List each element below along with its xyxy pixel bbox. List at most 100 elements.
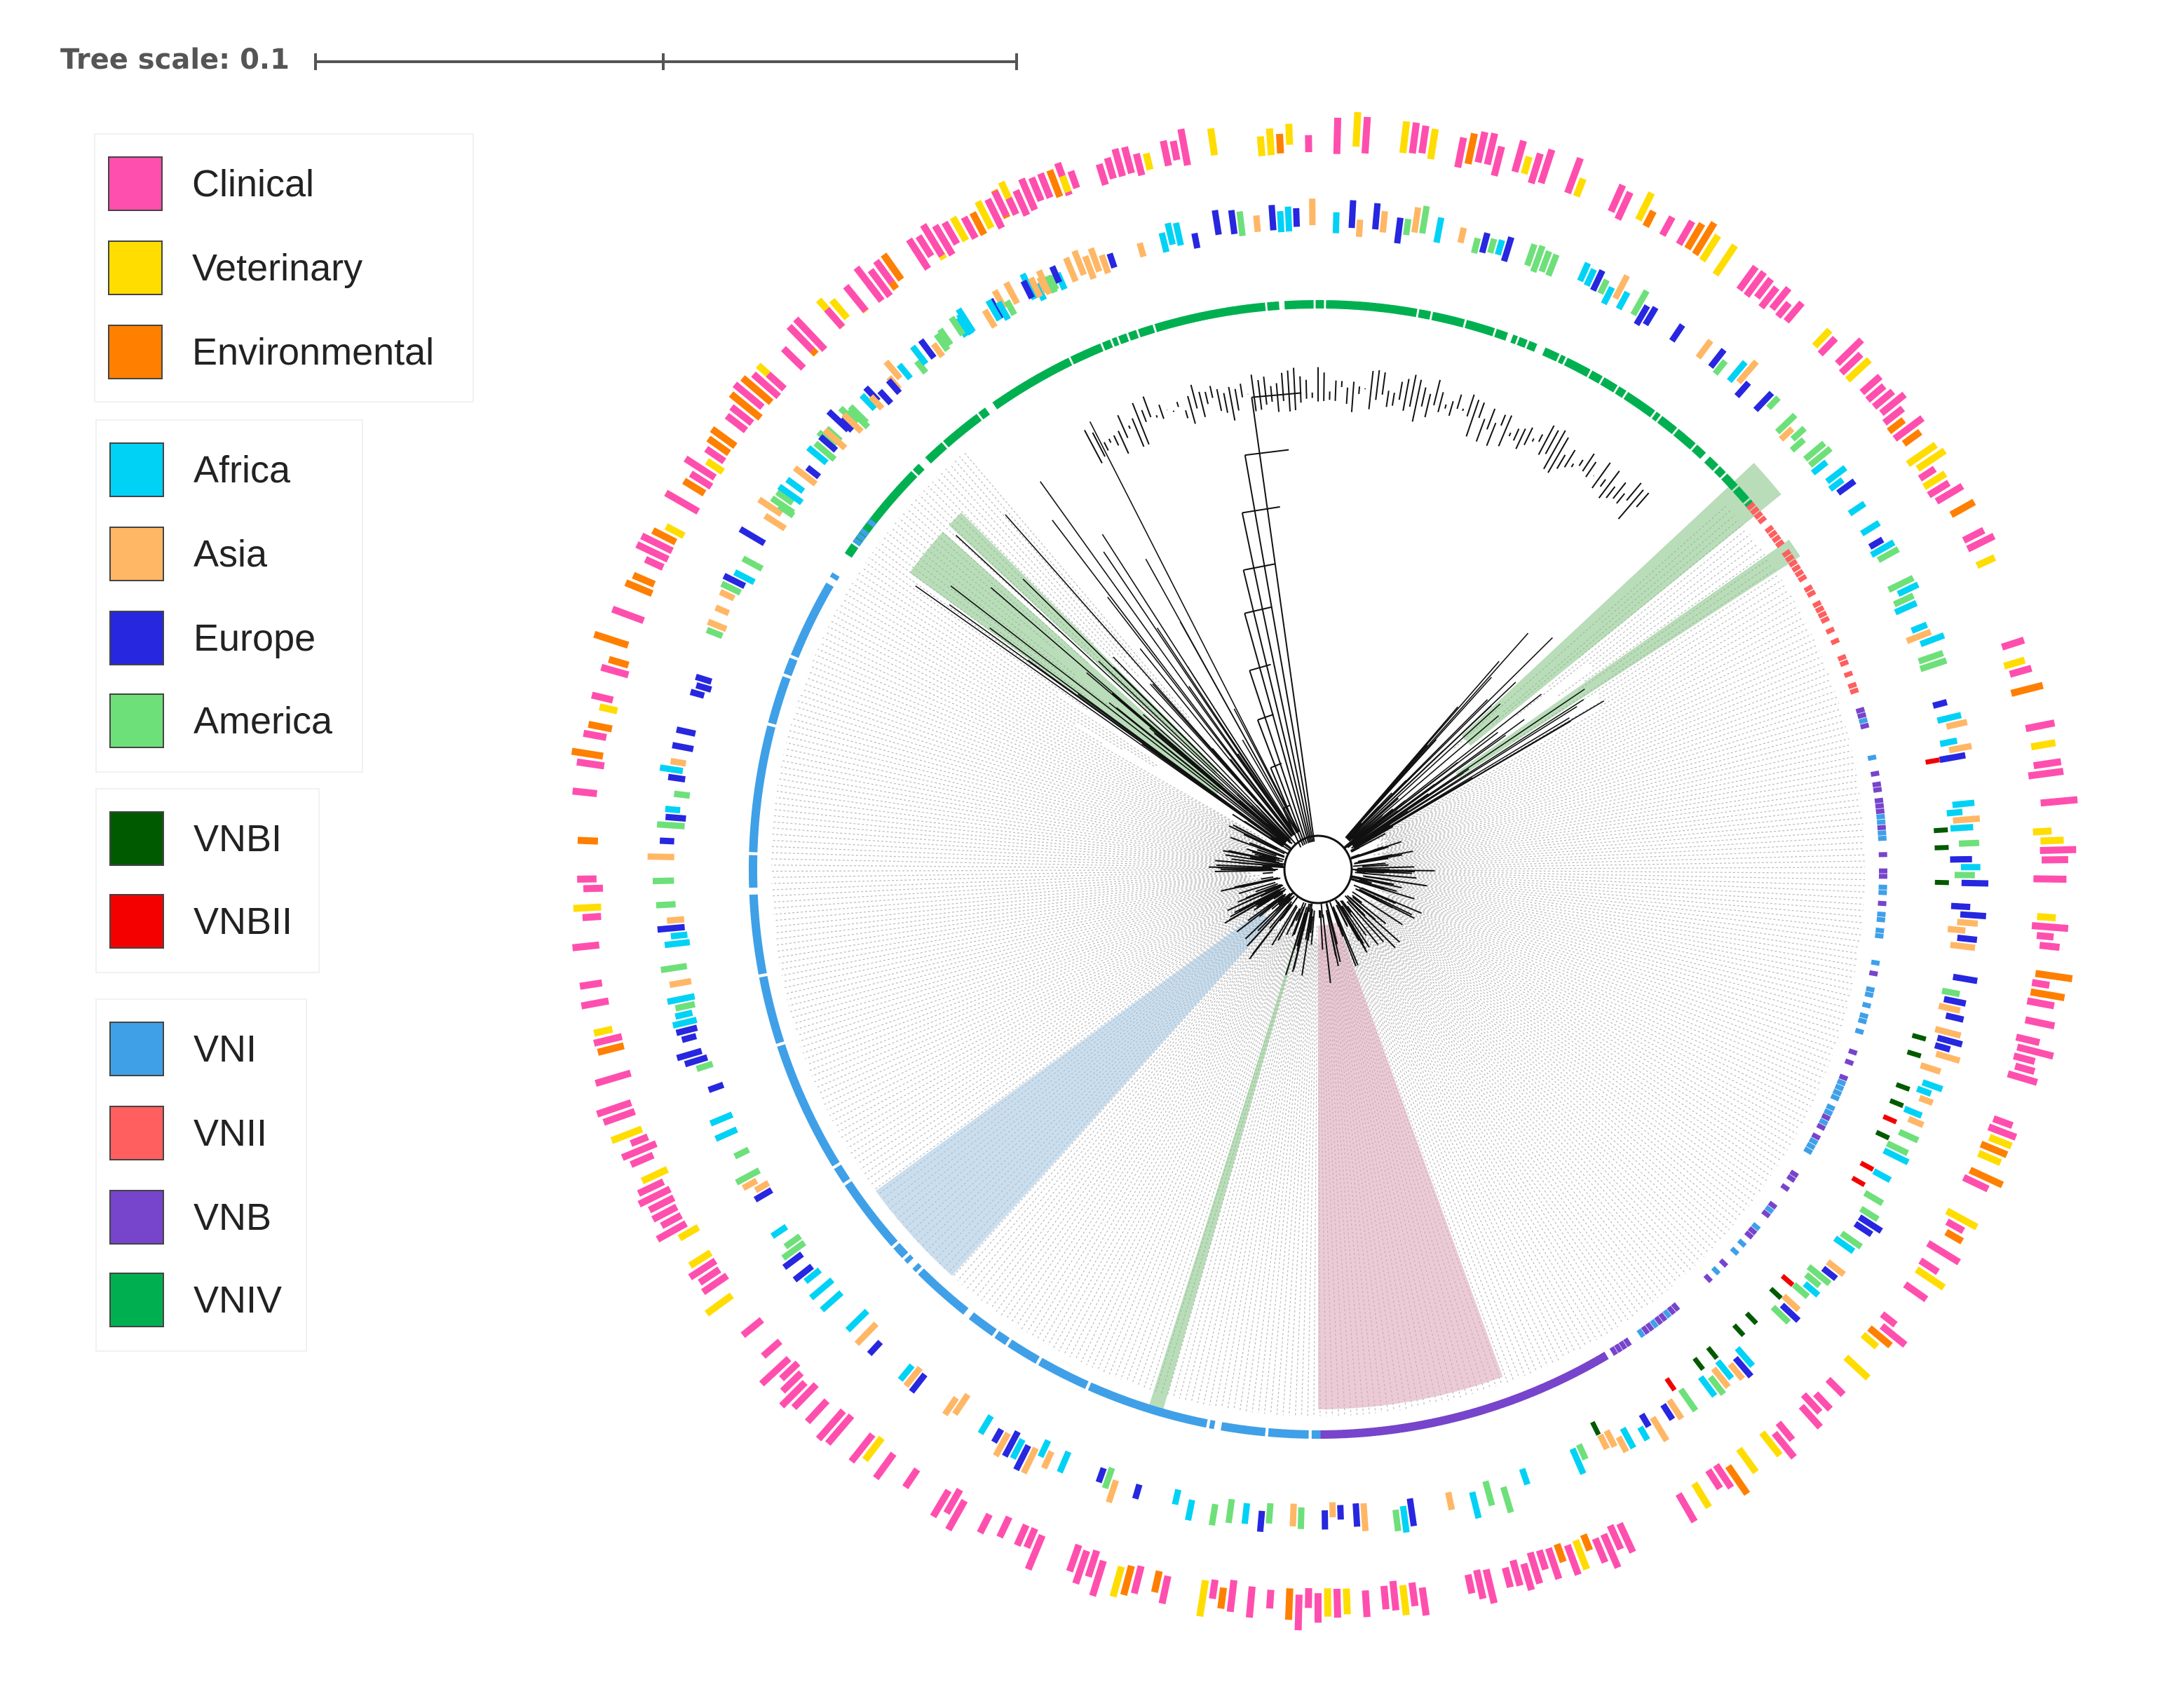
tree-branch	[1636, 492, 1650, 508]
tree-branch	[1475, 419, 1486, 442]
ring-vni-mark	[824, 1147, 834, 1157]
ring-vni-mark	[768, 1014, 778, 1022]
ring-vni-mark	[950, 1297, 960, 1308]
ring-vniv-mark	[1643, 405, 1652, 416]
ring-continent-mark	[664, 939, 691, 949]
ring-vni-mark	[762, 991, 772, 998]
tree-branch	[1268, 894, 1286, 908]
leaf-guide	[832, 903, 1252, 1122]
ring-vni-mark	[1048, 1363, 1057, 1374]
ring-vni-mark	[759, 980, 770, 987]
ring-vni-mark	[1174, 1411, 1181, 1422]
ring-source-mark	[1132, 153, 1146, 177]
ring-vniv-mark	[1111, 337, 1120, 347]
ring-vni-mark	[1077, 1377, 1085, 1388]
clade-highlight-vnb	[1318, 922, 1503, 1409]
ring-continent-mark	[1583, 268, 1597, 287]
ring-continent-mark	[1826, 1259, 1846, 1277]
ring-continent-mark	[647, 853, 674, 860]
leaf-guide	[1179, 937, 1301, 1399]
ring-vniv-mark	[884, 496, 895, 506]
leaf-guide	[1374, 774, 1857, 860]
ring-vnb-mark	[1428, 1418, 1435, 1428]
ring-vniv-mark	[1270, 301, 1277, 311]
leaf-guide	[1251, 926, 1312, 1413]
ring-source-mark	[1783, 300, 1805, 324]
ring-vniv-mark	[1195, 312, 1202, 322]
ring-vniv-mark	[1431, 311, 1438, 321]
ring-source-mark	[1121, 146, 1135, 175]
ring-vniv-mark	[1076, 351, 1085, 362]
ring-continent-mark	[847, 407, 871, 430]
ring-continent-mark	[684, 1054, 709, 1068]
ring-continent-mark	[670, 931, 688, 940]
ring-vniv-mark	[915, 463, 925, 473]
ring-source-mark	[1713, 1463, 1735, 1490]
leaf-guide	[883, 537, 1057, 670]
tree-branch	[1188, 686, 1295, 836]
ring-source-mark	[1418, 125, 1430, 154]
ring-continent-mark	[1013, 1444, 1031, 1472]
ring-vnb-mark	[1572, 1367, 1581, 1377]
leaf-guide	[1375, 880, 1854, 979]
ring-source-mark	[751, 371, 781, 400]
ring-continent-mark	[991, 1428, 1005, 1444]
ring-continent-mark	[1071, 250, 1087, 276]
ring-vniv-mark	[1394, 305, 1401, 315]
ring-vni-mark	[767, 1010, 777, 1017]
ring-source-mark	[1860, 1331, 1880, 1350]
leaf-guide	[780, 879, 1260, 970]
ring-vnb-mark	[1811, 1132, 1821, 1141]
ring-vniv-mark	[1226, 306, 1232, 316]
tree-branch	[1359, 879, 1372, 884]
leaf-guide	[1378, 738, 1850, 855]
tree-branch	[1244, 892, 1294, 940]
ring-continent-mark	[1735, 1346, 1756, 1368]
ring-continent-mark	[1707, 1375, 1726, 1396]
ring-source-mark	[664, 523, 686, 539]
tree-branch	[1052, 520, 1294, 836]
tree-branch	[1249, 849, 1284, 861]
ring-vnb-mark	[1819, 1118, 1828, 1127]
ring-vnb-mark	[1847, 1048, 1858, 1056]
ring-vniv-mark	[1073, 353, 1082, 363]
tree-branch	[1269, 901, 1293, 929]
ring-source-mark	[1265, 128, 1275, 156]
ring-vni-mark	[770, 1022, 780, 1029]
ring-continent-mark	[942, 1396, 959, 1416]
ring-vni-mark	[1017, 1346, 1026, 1356]
tree-branch	[1228, 850, 1274, 861]
tree-branch	[1089, 421, 1300, 832]
ring-continent-mark	[1806, 1264, 1832, 1287]
ring-vniv-mark	[956, 426, 966, 437]
ring-continent-mark	[673, 790, 691, 799]
ring-vnb-mark	[1761, 1209, 1771, 1219]
leaf-guide	[838, 904, 1254, 1132]
ring-vniv-mark	[1421, 309, 1428, 319]
ring-source-mark	[2015, 1033, 2041, 1046]
ring-vni-mark	[777, 687, 787, 695]
ring-continent-mark	[1921, 1079, 1943, 1092]
ring-source-mark	[640, 1166, 670, 1184]
ring-vniv-mark	[1366, 302, 1373, 311]
ring-continent-mark	[1946, 719, 1968, 730]
ring-source-mark	[640, 532, 674, 555]
leaf-guide	[932, 481, 1094, 644]
ring-source-mark	[732, 381, 765, 410]
leaf-guide	[773, 874, 1247, 915]
ring-continent-mark	[1952, 799, 1975, 808]
leaf-guide	[1382, 817, 1863, 864]
ring-vnb-mark	[1589, 1357, 1599, 1368]
ring-vni-mark	[749, 835, 759, 841]
ring-continent-mark	[707, 1081, 725, 1093]
ring-vnb-mark	[1658, 1312, 1668, 1322]
ring-source-mark	[588, 721, 613, 733]
ring-vni-mark	[752, 937, 762, 944]
legend-item-america: America	[109, 693, 332, 749]
ring-vniv-mark	[1373, 303, 1380, 312]
tree-branch	[990, 587, 1287, 843]
leaf-guide	[1371, 914, 1734, 1226]
ring-continent-mark	[933, 332, 951, 353]
tree-branch	[1255, 889, 1281, 905]
leaf-guide	[1313, 945, 1318, 1417]
